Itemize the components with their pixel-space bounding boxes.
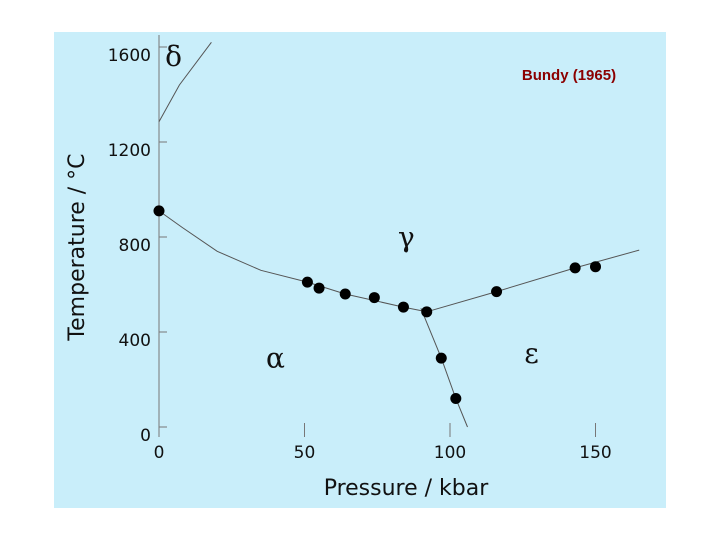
source-annotation: Bundy (1965) (522, 67, 616, 84)
data-point (435, 352, 447, 364)
tick-labels: 0 400 800 1200 1600 0 50 100 150 (108, 46, 612, 463)
y-tick-label: 1200 (108, 141, 151, 161)
phase-boundaries (158, 42, 640, 428)
x-tick-label: 50 (294, 443, 316, 463)
boundary-gamma-epsilon (426, 249, 640, 313)
data-point (491, 286, 503, 298)
phase-label: α (266, 342, 285, 375)
data-point (368, 292, 380, 304)
x-axis-title: Pressure / kbar (324, 476, 490, 501)
y-tick-label: 400 (119, 331, 151, 351)
boundary-gamma-delta (158, 42, 212, 123)
data-point (339, 288, 351, 300)
data-points (153, 205, 601, 404)
boundary-alpha-epsilon (420, 308, 468, 428)
y-axis-title: Temperature / °C (65, 153, 90, 341)
tick-marks (158, 46, 596, 437)
y-axis-title-main: Temperature / (65, 180, 90, 342)
data-point (397, 301, 409, 313)
x-tick-label: 100 (434, 443, 466, 463)
x-tick-label: 0 (154, 443, 165, 463)
data-point (313, 282, 325, 294)
phase-labels: δ γ α ε (165, 40, 539, 375)
data-point (590, 261, 601, 273)
data-point (301, 276, 313, 288)
axes-group (158, 35, 160, 437)
y-tick-label: 0 (140, 426, 151, 446)
chart-panel: 0 400 800 1200 1600 0 50 100 150 δ γ α ε Bundy (196… (54, 32, 666, 508)
y-axis-title-unit: °C (65, 153, 90, 179)
boundary-alpha-gamma (158, 210, 427, 313)
phase-label: δ (165, 40, 182, 73)
data-point (569, 262, 581, 274)
phase-label: γ (398, 221, 415, 254)
y-tick-label: 800 (119, 236, 151, 256)
x-tick-label: 150 (579, 443, 611, 463)
phase-diagram-chart: 0 400 800 1200 1600 0 50 100 150 δ γ α ε Bundy (196… (65, 35, 640, 501)
data-point (421, 306, 433, 318)
data-point (153, 205, 165, 217)
y-tick-label: 1600 (108, 46, 151, 66)
phase-label: ε (524, 337, 539, 370)
data-point (450, 393, 462, 404)
